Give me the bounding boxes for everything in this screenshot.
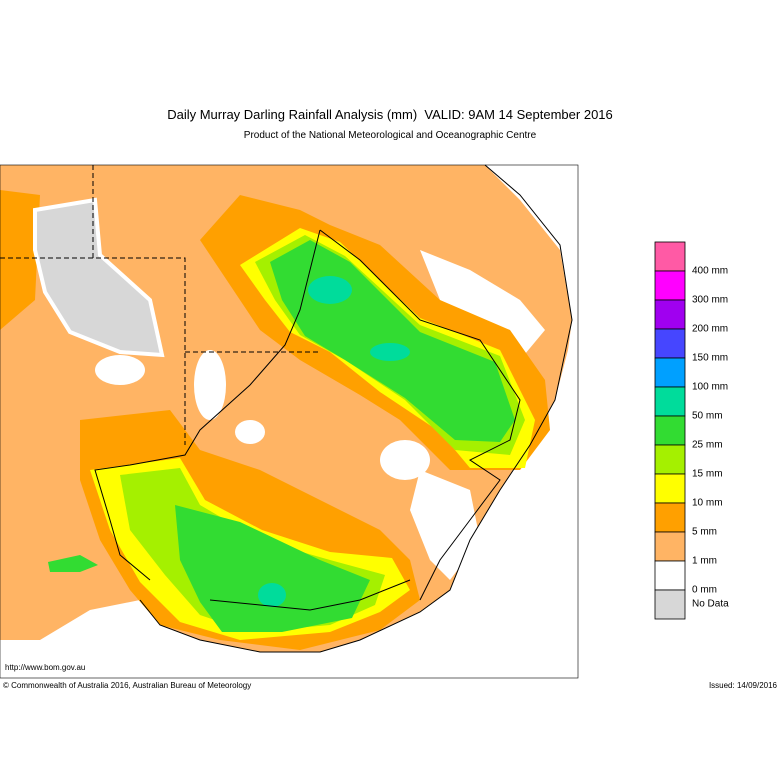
copyright: © Commonwealth of Australia 2016, Austra… xyxy=(3,681,251,690)
no-data-area xyxy=(33,197,165,358)
legend-swatch xyxy=(654,299,686,330)
map-title: Daily Murray Darling Rainfall Analysis (… xyxy=(167,107,613,122)
legend-label: 400 mm xyxy=(692,266,728,277)
legend-swatch xyxy=(654,415,686,446)
coastline xyxy=(139,164,573,653)
ocean xyxy=(0,165,578,678)
legend-swatch xyxy=(654,444,686,475)
legend-label: 150 mm xyxy=(692,353,728,364)
dry-area xyxy=(235,420,265,444)
legend-label: 15 mm xyxy=(692,469,723,480)
basin-boundary xyxy=(319,229,521,601)
legend-label: 5 mm xyxy=(692,527,717,538)
rain-25mm xyxy=(48,555,98,572)
legend-swatch xyxy=(654,560,686,591)
legend-label: No Data xyxy=(692,599,729,610)
map-frame xyxy=(0,164,579,679)
legend-label: 25 mm xyxy=(692,440,723,451)
legend-swatch xyxy=(654,473,686,504)
legend-swatch xyxy=(654,270,686,301)
dry-area xyxy=(95,355,145,385)
legend-label: 10 mm xyxy=(692,498,723,509)
map-subtitle: Product of the National Meteorological a… xyxy=(244,130,537,141)
rain-50mm xyxy=(308,276,352,304)
legend-label: 50 mm xyxy=(692,411,723,422)
legend-label: 0 mm xyxy=(692,585,717,596)
legend-label: 1 mm xyxy=(692,556,717,567)
legend-swatch xyxy=(654,328,686,359)
legend-label: 100 mm xyxy=(692,382,728,393)
legend-label: 300 mm xyxy=(692,295,728,306)
dry-area xyxy=(380,440,430,480)
legend-label: 200 mm xyxy=(692,324,728,335)
legend-swatch xyxy=(654,357,686,388)
state-border xyxy=(209,579,411,611)
legend: 400 mm 300 mm 200 mm 150 mm 100 mm 50 mm 25 mm… xyxy=(654,241,729,620)
rain-50mm xyxy=(258,583,286,607)
legend-swatch xyxy=(654,531,686,562)
rain-50mm xyxy=(370,343,410,361)
state-border xyxy=(0,257,186,445)
issued-date: Issued: 14/09/2016 xyxy=(709,681,778,690)
legend-swatch xyxy=(654,386,686,417)
rainfall-map xyxy=(0,164,579,679)
legend-swatch xyxy=(654,502,686,533)
legend-swatch xyxy=(654,589,686,620)
basin-boundary xyxy=(94,229,321,581)
rain-5mm xyxy=(0,190,40,330)
dry-area xyxy=(410,470,480,580)
source-url: http://www.bom.gov.au xyxy=(5,663,85,672)
dry-area xyxy=(194,350,226,420)
dry-area xyxy=(420,250,545,360)
legend-swatch xyxy=(654,241,686,272)
rain-25mm xyxy=(175,505,370,632)
